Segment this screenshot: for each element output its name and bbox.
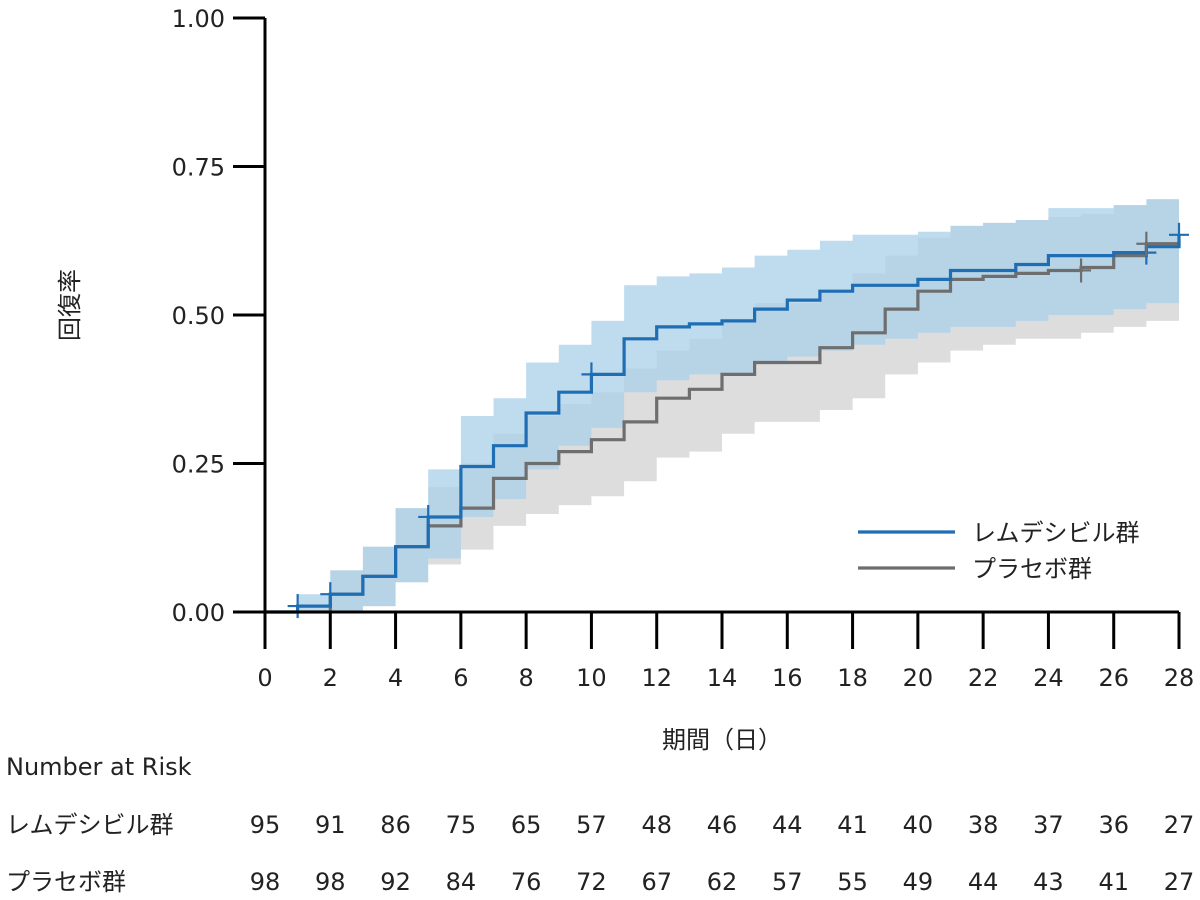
risk-row-1: プラセボ群 98 98 92 84 76 72 67 62 57 55 49 44 43 41 27 [6,868,1194,896]
risk-count: 92 [380,868,411,896]
y-tick-label: 0.00 [172,599,225,627]
legend-label: プラセボ群 [972,555,1092,583]
risk-count: 57 [576,811,607,839]
legend-label: レムデシビル群 [972,519,1140,547]
risk-count: 27 [1164,868,1195,896]
risk-count: 84 [446,868,477,896]
risk-count: 62 [707,868,738,896]
risk-count: 43 [1033,868,1064,896]
x-axis-title: 期間（日） [662,726,782,754]
risk-count: 98 [250,868,281,896]
censor-mark-series-0 [418,504,439,529]
x-tick-label: 20 [903,664,934,692]
risk-count: 46 [707,811,738,839]
risk-count: 67 [641,868,672,896]
x-tick-label: 14 [707,664,738,692]
x-tick-label: 18 [837,664,868,692]
risk-count: 41 [837,811,868,839]
risk-count: 57 [772,868,803,896]
risk-count: 95 [250,811,281,839]
x-tick-label: 16 [772,664,803,692]
risk-count: 98 [315,868,346,896]
censor-mark-series-0 [581,362,602,387]
y-tick-label: 0.75 [172,154,225,182]
risk-count: 38 [968,811,999,839]
x-tick-label: 22 [968,664,999,692]
risk-table: Number at Risk レムデシビル群 95 91 86 75 65 57 48 46 44 4… [6,753,1194,896]
y-tick-label: 0.50 [172,302,225,330]
x-tick-label: 6 [453,664,468,692]
risk-count: 65 [511,811,542,839]
censor-mark-series-0 [287,594,308,619]
risk-count: 55 [837,868,868,896]
censor-mark-series-0 [1169,222,1189,247]
risk-count: 36 [1098,811,1129,839]
risk-count: 91 [315,811,346,839]
confidence-bands [265,196,1179,612]
risk-row-label: プラセボ群 [6,868,126,896]
y-axis-title: 回復率 [56,269,84,341]
risk-count: 27 [1164,811,1195,839]
y-tick-label: 1.00 [172,5,225,33]
risk-count: 72 [576,868,607,896]
risk-row-label: レムデシビル群 [6,811,174,839]
km-line-series-0 [265,234,1181,614]
censor-mark-series-0 [320,582,341,607]
x-tick-label: 12 [641,664,672,692]
x-tick-label: 2 [323,664,338,692]
censor-mark-series-1 [1136,231,1157,256]
x-tick-label: 24 [1033,664,1064,692]
risk-count: 76 [511,868,542,896]
risk-count: 41 [1098,868,1129,896]
legend-item-series-1: プラセボ群 [858,555,1092,583]
axes: 0.000.250.500.751.000 2 4 6 8 10 12 14 16 18 20 22 2… [172,5,1195,692]
risk-count: 44 [772,811,803,839]
risk-table-heading: Number at Risk [6,753,192,781]
x-tick-label: 10 [576,664,607,692]
risk-count: 40 [903,811,934,839]
risk-count: 44 [968,868,999,896]
x-tick-label: 0 [257,664,272,692]
risk-row-0: レムデシビル群 95 91 86 75 65 57 48 46 44 41 40 38 37 36 27 [6,811,1194,839]
risk-count: 48 [641,811,672,839]
risk-count: 37 [1033,811,1064,839]
x-tick-label: 28 [1164,664,1195,692]
x-tick-label: 26 [1098,664,1129,692]
censor-mark-series-1 [1071,258,1092,283]
risk-count: 49 [903,868,934,896]
x-tick-label: 4 [388,664,403,692]
y-tick-label: 0.25 [172,451,225,479]
x-tick-label: 8 [519,664,534,692]
risk-count: 75 [446,811,477,839]
legend-item-series-0: レムデシビル群 [858,519,1140,547]
risk-count: 86 [380,811,411,839]
